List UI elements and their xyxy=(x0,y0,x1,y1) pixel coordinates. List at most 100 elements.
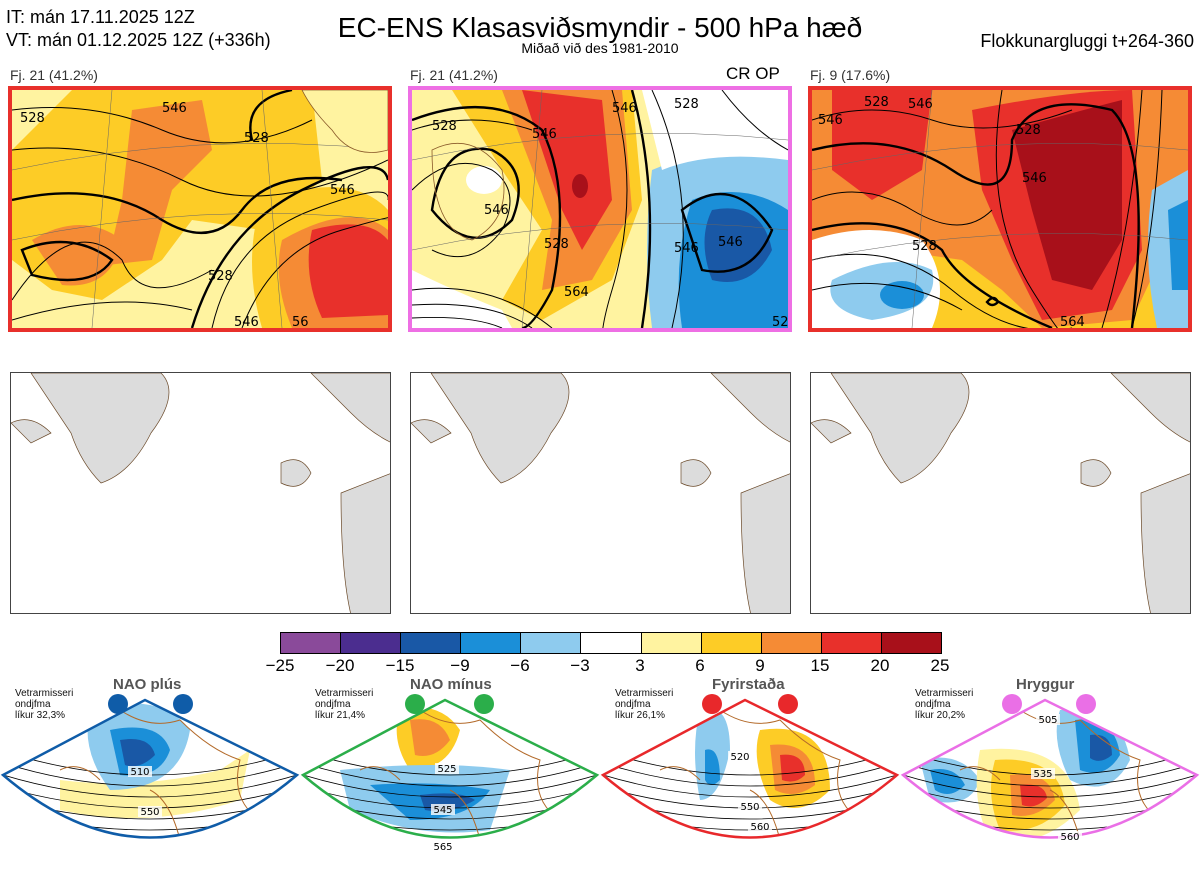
panel-1-label: Fj. 21 (41.2%) xyxy=(10,67,98,83)
contour-label: 545 xyxy=(433,805,452,816)
regime-info-line: líkur 20,2% xyxy=(915,710,966,721)
contour-label-bg xyxy=(728,751,752,762)
init-time: IT: mán 17.11.2025 12Z xyxy=(6,7,195,27)
contour-label-bg xyxy=(138,806,162,817)
contour-label: 546 xyxy=(612,101,637,116)
contour-label: 528 xyxy=(544,237,569,252)
contour-label: 546 xyxy=(718,235,743,250)
regime-marker-dot xyxy=(173,694,193,714)
regime-marker-dot xyxy=(108,694,128,714)
cluster-map-1[interactable]: 528 546 528 546 528 546 56 xyxy=(8,86,392,332)
contour-label-bg xyxy=(1058,831,1082,842)
regime-marker-dot xyxy=(474,694,494,714)
contour-label: 546 xyxy=(908,97,933,112)
empty-map-1[interactable] xyxy=(10,372,391,614)
anomaly-area xyxy=(705,749,720,785)
contour-label: 560 xyxy=(750,822,769,833)
anomaly-area xyxy=(120,739,155,767)
cluster-map-2[interactable]: 528 546 546 528 546 564 528 546 546 528 xyxy=(408,86,792,332)
contour-label: 528 xyxy=(864,95,889,110)
sector-border xyxy=(0,698,300,839)
colorbar-swatch xyxy=(581,633,642,653)
cluster-map-3[interactable]: 546 528 546 528 546 564 528 xyxy=(808,86,1192,332)
contour-label: 56 xyxy=(292,315,309,328)
contour-label: 546 xyxy=(818,113,843,128)
anomaly-area xyxy=(60,750,250,818)
contour-label: 525 xyxy=(437,764,456,775)
colorbar-tick-label: −20 xyxy=(325,656,355,675)
contour-label: 528 xyxy=(244,131,269,146)
height-contour xyxy=(603,761,897,787)
colorbar-swatch xyxy=(341,633,402,653)
regime-title: NAO mínus xyxy=(410,676,492,693)
colorbar-tick-label: −15 xyxy=(385,656,415,675)
height-contour xyxy=(303,761,597,787)
regime-title: Hryggur xyxy=(1016,676,1075,693)
contour-label: 510 xyxy=(130,767,149,778)
regime-info-line: Vetrarmisseri xyxy=(915,688,974,699)
regime-info-line: ondjfma xyxy=(615,699,651,710)
contour-label-bg xyxy=(435,763,459,774)
regime-info-line: Vetrarmisseri xyxy=(15,688,74,699)
regime-info: Vetrarmisseri ondjfma líkur 21,4% xyxy=(315,688,373,721)
valid-time: VT: mán 01.12.2025 12Z (+336h) xyxy=(6,30,271,50)
contour-label: 546 xyxy=(162,101,187,116)
regime-panel[interactable]: 505 535 560 xyxy=(900,690,1200,871)
coastline xyxy=(59,709,261,838)
regime-panel[interactable]: 525 545 565 xyxy=(300,690,600,871)
contour-label: 528 xyxy=(432,119,457,134)
contour-label: 528 xyxy=(1016,123,1041,138)
colorbar-tick-label: 20 xyxy=(870,656,890,675)
colorbar-tick-label: 25 xyxy=(930,656,950,675)
colorbar-swatch xyxy=(761,633,822,653)
height-contour xyxy=(3,761,297,787)
contour-label: 546 xyxy=(1022,171,1047,186)
contour-label-bg xyxy=(128,766,152,777)
contour-label: 546 xyxy=(484,203,509,218)
empty-map-3[interactable] xyxy=(810,372,1191,614)
contour-label-bg xyxy=(431,804,455,815)
classification-window: Flokkunargluggi t+264-360 xyxy=(980,31,1194,51)
height-contour xyxy=(903,773,1197,798)
contour-label-bg xyxy=(431,841,455,852)
regime-title: Fyrirstaða xyxy=(712,676,785,693)
regime-info-line: ondjfma xyxy=(15,699,51,710)
contour-label: 528 xyxy=(674,97,699,112)
page-title: EC-ENS Klasasviðsmyndir - 500 hPa hæð xyxy=(337,12,863,43)
panel-3-label: Fj. 9 (17.6%) xyxy=(810,67,891,83)
regime-info-line: líkur 21,4% xyxy=(315,710,366,721)
contour-label: 546 xyxy=(330,183,355,198)
contour-label: 564 xyxy=(564,285,589,300)
height-contour xyxy=(900,846,1200,863)
contour-label: 535 xyxy=(1033,769,1052,780)
contour-label: 546 xyxy=(532,127,557,142)
regime-panel[interactable]: 510 550 xyxy=(0,690,300,871)
colorbar-swatch xyxy=(521,633,582,653)
regime-info-line: ondjfma xyxy=(915,699,951,710)
anomaly-area xyxy=(780,754,805,782)
regime-marker-dot xyxy=(1076,694,1096,714)
regime-info: Vetrarmisseri ondjfma líkur 26,1% xyxy=(615,688,673,721)
contour-label: 528 xyxy=(20,111,45,126)
colorbar-tick-label: 6 xyxy=(695,656,705,675)
regime-marker-dot xyxy=(778,694,798,714)
regime-panel[interactable]: 520 550 560 xyxy=(600,690,900,871)
contour-label: 528 xyxy=(912,239,937,254)
empty-map-2[interactable] xyxy=(410,372,791,614)
height-contour xyxy=(0,846,300,863)
regime-title: NAO plús xyxy=(113,676,182,693)
contour-label: 550 xyxy=(140,807,159,818)
contour-label-bg xyxy=(748,821,772,832)
height-contour xyxy=(603,773,897,798)
anomaly-area xyxy=(1020,784,1047,807)
contour-label-bg xyxy=(738,801,762,812)
panel-2-label: Fj. 21 (41.2%) xyxy=(410,67,498,83)
regime-info-line: líkur 32,3% xyxy=(15,710,66,721)
colorbar-tick-label: −6 xyxy=(510,656,530,675)
colorbar-tick-label: −9 xyxy=(450,656,470,675)
contour-label-bg xyxy=(1031,768,1055,779)
contour-label: 520 xyxy=(730,752,749,763)
sector-border xyxy=(600,698,900,839)
regime-info-line: ondjfma xyxy=(315,699,351,710)
height-contour xyxy=(903,761,1197,787)
